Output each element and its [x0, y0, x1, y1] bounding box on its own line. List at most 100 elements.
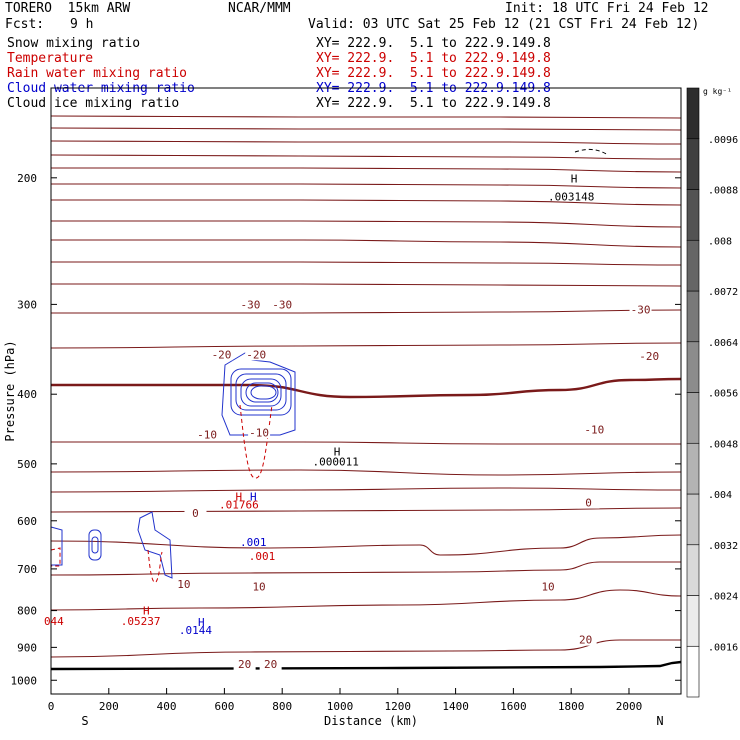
colorbar-level-label: .0064: [708, 338, 738, 349]
isotherm-line: [50, 561, 681, 576]
plot-frame: [50, 87, 682, 695]
label-knockout: [239, 297, 262, 311]
model-title: TORERO 15km ARW: [5, 1, 131, 16]
isotherm-line: [51, 183, 682, 189]
cloud-water-contour: [250, 385, 277, 400]
field-name: Cloud ice mixing ratio: [7, 96, 180, 111]
isotherm-line: [51, 309, 682, 314]
y-tick-label: 600: [17, 515, 37, 528]
extremum-annotation: .001: [240, 536, 267, 549]
isotherm-line: [50, 140, 682, 145]
rain-water-contour: [147, 549, 163, 583]
contour-labels: -30 -30 -30 -20 -20 -20 -10 -10 -10 0 0 10 10 10 20 20 2…: [44, 172, 661, 671]
isotherm-line: [50, 639, 681, 658]
colorbar-level-label: .008: [708, 236, 732, 247]
label-knockout: [271, 297, 294, 311]
colorbar-bin: [686, 493, 700, 546]
field-xy: XY= 222.9. 5.1 to 222.9.149.8: [316, 51, 551, 66]
label-knockout: [577, 495, 600, 509]
x-tick-label: 1400: [442, 700, 469, 713]
isotherm-label: 0: [585, 497, 592, 510]
x-axis-title: Distance (km): [324, 714, 418, 728]
freezing-level-line: [51, 377, 682, 399]
x-tick-label: 0: [48, 700, 55, 713]
x-tick-label: 400: [157, 700, 177, 713]
cloud-water-contour: [88, 529, 102, 561]
isotherm-label: -10: [584, 424, 604, 437]
extremum-annotation: .0144: [179, 624, 212, 637]
label-knockout: [574, 632, 597, 646]
north-label: N: [656, 714, 663, 728]
extremum-annotation: H: [143, 604, 150, 617]
isotherm-line: [50, 507, 682, 513]
field-name: Rain water mixing ratio: [7, 66, 188, 81]
colorbar-bin: [686, 442, 700, 495]
x-tick-label: 600: [214, 700, 234, 713]
y-tick-label: 700: [17, 563, 37, 576]
south-label: S: [81, 714, 88, 728]
colorbar-level-label: .0056: [708, 389, 738, 400]
cloud-water-contour: [245, 382, 279, 403]
colorbar-bin: [686, 138, 700, 190]
temperature-contours: [50, 115, 682, 658]
isotherm-line: [50, 534, 682, 556]
colorbar-level-label: .0072: [708, 287, 738, 298]
valid-time: Valid: 03 UTC Sat 25 Feb 12 (21 CST Fri …: [308, 17, 700, 32]
label-knockout: [172, 577, 195, 591]
isotherm-line: [51, 239, 682, 248]
x-tick-label: 1000: [327, 700, 354, 713]
label-knockout: [629, 302, 652, 316]
isotherm-line: [51, 167, 682, 173]
label-knockout: [638, 349, 661, 363]
isotherm-label: -30: [631, 304, 651, 317]
colorbar-bin: [686, 239, 700, 292]
extremum-annotation: .01766: [219, 499, 259, 512]
cloud-water-contour: [230, 368, 292, 416]
terrain-line: [50, 660, 682, 671]
x-tick-label: 2000: [616, 700, 643, 713]
isotherm-line: [51, 199, 682, 206]
colorbar-bin: [686, 392, 700, 444]
isotherm-label: -10: [249, 426, 269, 439]
x-tick-label: 1200: [385, 700, 412, 713]
isotherm-line: [51, 261, 682, 266]
isotherm-label: 20: [579, 634, 592, 647]
label-knockout: [248, 579, 271, 593]
colorbar-level-label: .0048: [708, 439, 738, 450]
y-tick-label: 1000: [11, 674, 38, 687]
rain-water-contour: [50, 547, 61, 567]
colorbar-level-label: .0024: [708, 592, 738, 603]
field-xy: XY= 222.9. 5.1 to 222.9.149.8: [316, 66, 551, 81]
isotherm-label: 0: [192, 507, 199, 520]
label-knockout: [248, 425, 271, 439]
forecast-hour: 9 h: [70, 17, 94, 32]
extremum-annotation: H: [334, 446, 341, 459]
isotherm-label: 10: [177, 578, 190, 591]
label-knockout: [537, 579, 560, 593]
colorbar-level-label: .0088: [708, 186, 738, 197]
cloud-water-contour: [91, 536, 99, 554]
isotherm-line: [50, 154, 682, 160]
extremum-annotation: .05237: [121, 615, 161, 628]
cloud-water-contour: [221, 349, 296, 436]
plot-border: [50, 87, 682, 695]
isotherm-line: [51, 441, 681, 445]
isotherm-label: -20: [246, 348, 266, 361]
ground-line: [50, 660, 682, 671]
extremum-annotation: .001: [249, 550, 276, 563]
colorbar-level-label: .0096: [708, 135, 738, 146]
x-tick-label: 800: [272, 700, 292, 713]
y-tick-label: 500: [17, 458, 37, 471]
rain-water-contour: [239, 404, 273, 479]
isotherm-label: -30: [272, 298, 292, 311]
colorbar-level-label: .0032: [708, 541, 738, 552]
isotherm-line: [50, 127, 682, 131]
isotherm-label: 10: [252, 580, 265, 593]
colorbar-bin: [686, 189, 700, 241]
colorbar-bin: [686, 341, 700, 393]
isotherm-line: [50, 115, 682, 119]
colorbar-bin: [686, 87, 700, 140]
isotherm-label: -10: [197, 428, 217, 441]
isotherm-line: [50, 342, 682, 349]
